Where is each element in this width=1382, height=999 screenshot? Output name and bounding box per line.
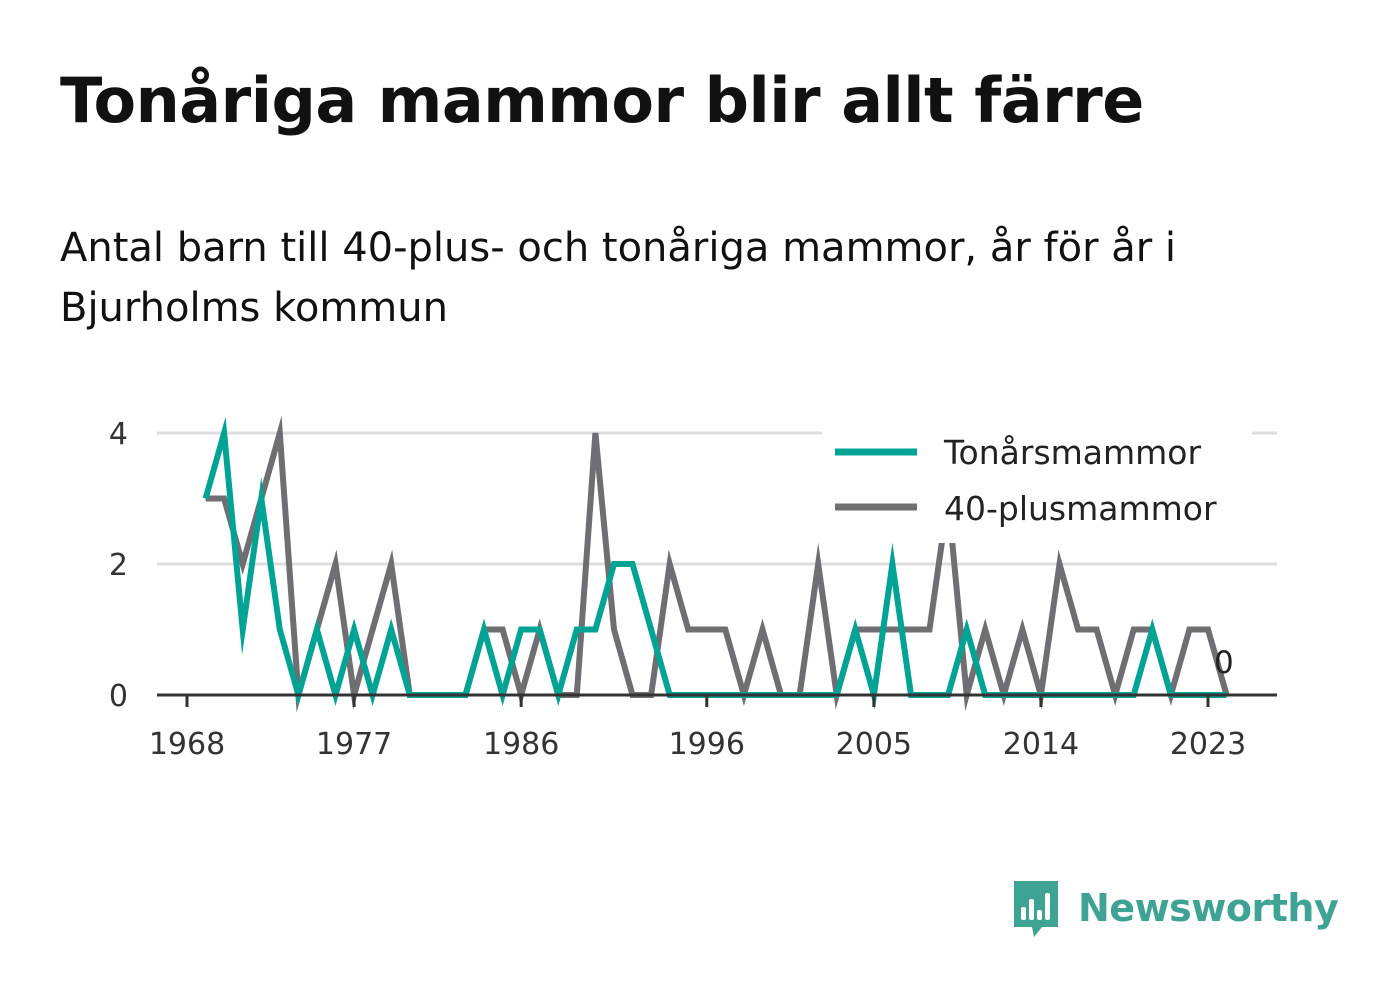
x-tick-label: 1986 [483, 727, 559, 762]
x-tick-label: 2005 [836, 727, 912, 762]
x-tick-label: 1996 [669, 727, 745, 762]
brand-logo: Newsworthy [1010, 876, 1339, 940]
brand-name: Newsworthy [1078, 886, 1339, 930]
legend-background [822, 428, 1252, 543]
legend: Tonårsmammor 40-plusmammor [822, 428, 1252, 543]
y-tick-label: 2 [109, 548, 128, 583]
chart-title: Tonåriga mammor blir allt färre [60, 64, 1144, 137]
chart-subtitle: Antal barn till 40-plus- och tonåriga ma… [60, 225, 1177, 331]
legend-label-forty: 40-plusmammor [944, 489, 1217, 528]
newsworthy-icon [1014, 881, 1058, 937]
x-tick-label: 2014 [1003, 727, 1079, 762]
y-tick-label: 4 [109, 417, 128, 452]
x-tick-label: 1977 [316, 727, 392, 762]
y-tick-label: 0 [109, 679, 128, 714]
end-value-label: 0 [1214, 645, 1234, 681]
axes [157, 693, 1277, 707]
legend-label-teen: Tonårsmammor [943, 433, 1201, 472]
x-tick-label: 2023 [1170, 727, 1246, 762]
series-line-forty [205, 415, 1230, 713]
x-tick-label: 1968 [149, 727, 225, 762]
tick-labels: 0 2 4 1968 1977 1986 1996 2005 2014 2023 [109, 417, 1246, 762]
